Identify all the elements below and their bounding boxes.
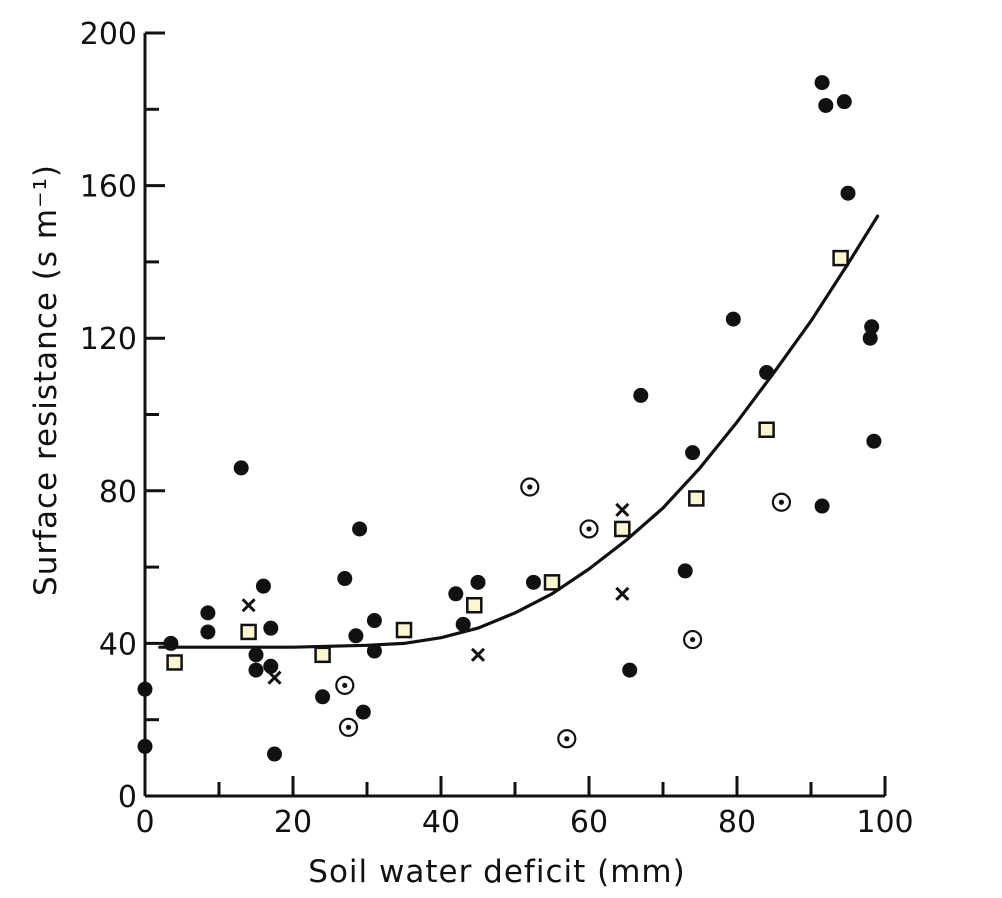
cross-stroke <box>470 647 486 662</box>
y-tick-label: 120 <box>80 322 137 357</box>
filled-circle-point <box>818 97 834 113</box>
filled-circle-point <box>263 620 279 636</box>
filled-circle-point <box>866 433 882 449</box>
cross-point <box>470 647 486 662</box>
fit-curve <box>158 214 880 649</box>
x-tick-label: 0 <box>135 805 154 840</box>
filled-circle-point <box>448 586 464 602</box>
y-axis-title: Surface resistance (s m⁻¹) <box>28 164 64 596</box>
dotted-circle-dot <box>564 736 570 742</box>
open-square-point <box>832 249 849 267</box>
filled-circle-point <box>137 681 153 697</box>
dotted-circle-point <box>557 729 577 749</box>
cross-stroke <box>615 502 630 517</box>
filled-circle-point <box>759 365 775 381</box>
filled-circle-point <box>622 662 638 678</box>
open-square-point <box>466 597 483 614</box>
filled-circle-point <box>163 635 179 651</box>
filled-circle-point <box>470 574 486 590</box>
open-square-point <box>314 646 331 664</box>
filled-circle-point <box>352 521 368 537</box>
filled-circle-point <box>633 387 649 403</box>
cross-stroke <box>615 586 630 601</box>
x-tick-label: 20 <box>274 805 312 840</box>
filled-circle-point <box>255 578 271 594</box>
filled-circle-point <box>348 628 364 644</box>
y-tick-label: 0 <box>118 780 137 815</box>
open-square-point <box>614 520 631 538</box>
filled-circle-point <box>862 330 878 346</box>
filled-circle-point <box>677 563 693 579</box>
y-tick-label: 200 <box>80 17 137 52</box>
dotted-circle-point <box>338 717 359 737</box>
filled-circle-point <box>864 319 880 335</box>
filled-circle-point <box>355 704 371 720</box>
filled-circle-point <box>526 574 541 590</box>
filled-circle-point <box>814 498 830 514</box>
cross-point <box>267 670 282 685</box>
cross-stroke <box>267 670 282 685</box>
filled-circle-point <box>263 658 279 674</box>
x-tick-label: 40 <box>422 805 460 840</box>
filled-circle-point <box>248 662 264 678</box>
filled-circle-point <box>315 689 331 705</box>
cross-point <box>241 598 256 613</box>
dotted-circle-point <box>771 492 792 512</box>
x-tick-label: 60 <box>570 805 608 840</box>
x-tick-label: 100 <box>856 805 913 840</box>
fit-curve-layer <box>158 214 880 649</box>
filled-circle-point <box>267 746 282 762</box>
dotted-circle-point <box>520 477 540 497</box>
y-tick-label: 80 <box>99 475 137 510</box>
dotted-circle-dot <box>345 724 352 730</box>
filled-circle-point <box>200 624 216 640</box>
cross-stroke <box>241 598 256 613</box>
y-tick-label: 40 <box>99 627 137 662</box>
filled-circle-point <box>836 94 852 110</box>
open-square-point <box>240 623 257 641</box>
filled-circle-point <box>248 647 264 663</box>
x-tick-label: 80 <box>718 805 756 840</box>
cross-point <box>615 502 630 517</box>
dotted-circle-dot <box>342 682 348 688</box>
dotted-circle-point <box>579 519 599 539</box>
filled-circle-point <box>814 75 830 91</box>
filled-circle-point <box>725 311 741 327</box>
dotted-circle-dot <box>586 526 592 532</box>
open-square-point <box>166 654 183 671</box>
y-tick-label: 160 <box>80 170 137 205</box>
filled-circle-point <box>366 613 382 629</box>
filled-circle-point <box>366 643 382 659</box>
filled-circle-point <box>840 185 856 201</box>
dotted-circle-dot <box>690 636 696 643</box>
dotted-circle-dot <box>527 484 533 490</box>
filled-circle-point <box>137 738 153 754</box>
axes: 0 20 40 60 80 100 0 40 80 120 160 200 <box>80 17 914 840</box>
open-square-point <box>395 621 413 639</box>
filled-circle-point <box>233 460 249 476</box>
open-square-point <box>688 490 705 507</box>
dotted-circle-dot <box>778 499 785 505</box>
open-square-point <box>543 574 561 591</box>
filled-circle-point <box>200 605 216 621</box>
x-axis-title: Soil water deficit (mm) <box>308 854 685 890</box>
open-square-point <box>758 421 775 439</box>
data-points <box>137 75 882 762</box>
filled-circle-point <box>685 445 701 461</box>
dotted-circle-point <box>335 675 355 695</box>
filled-circle-point <box>455 616 471 632</box>
dotted-circle-point <box>682 629 703 650</box>
filled-circle-point <box>337 571 353 587</box>
cross-point <box>615 586 630 601</box>
